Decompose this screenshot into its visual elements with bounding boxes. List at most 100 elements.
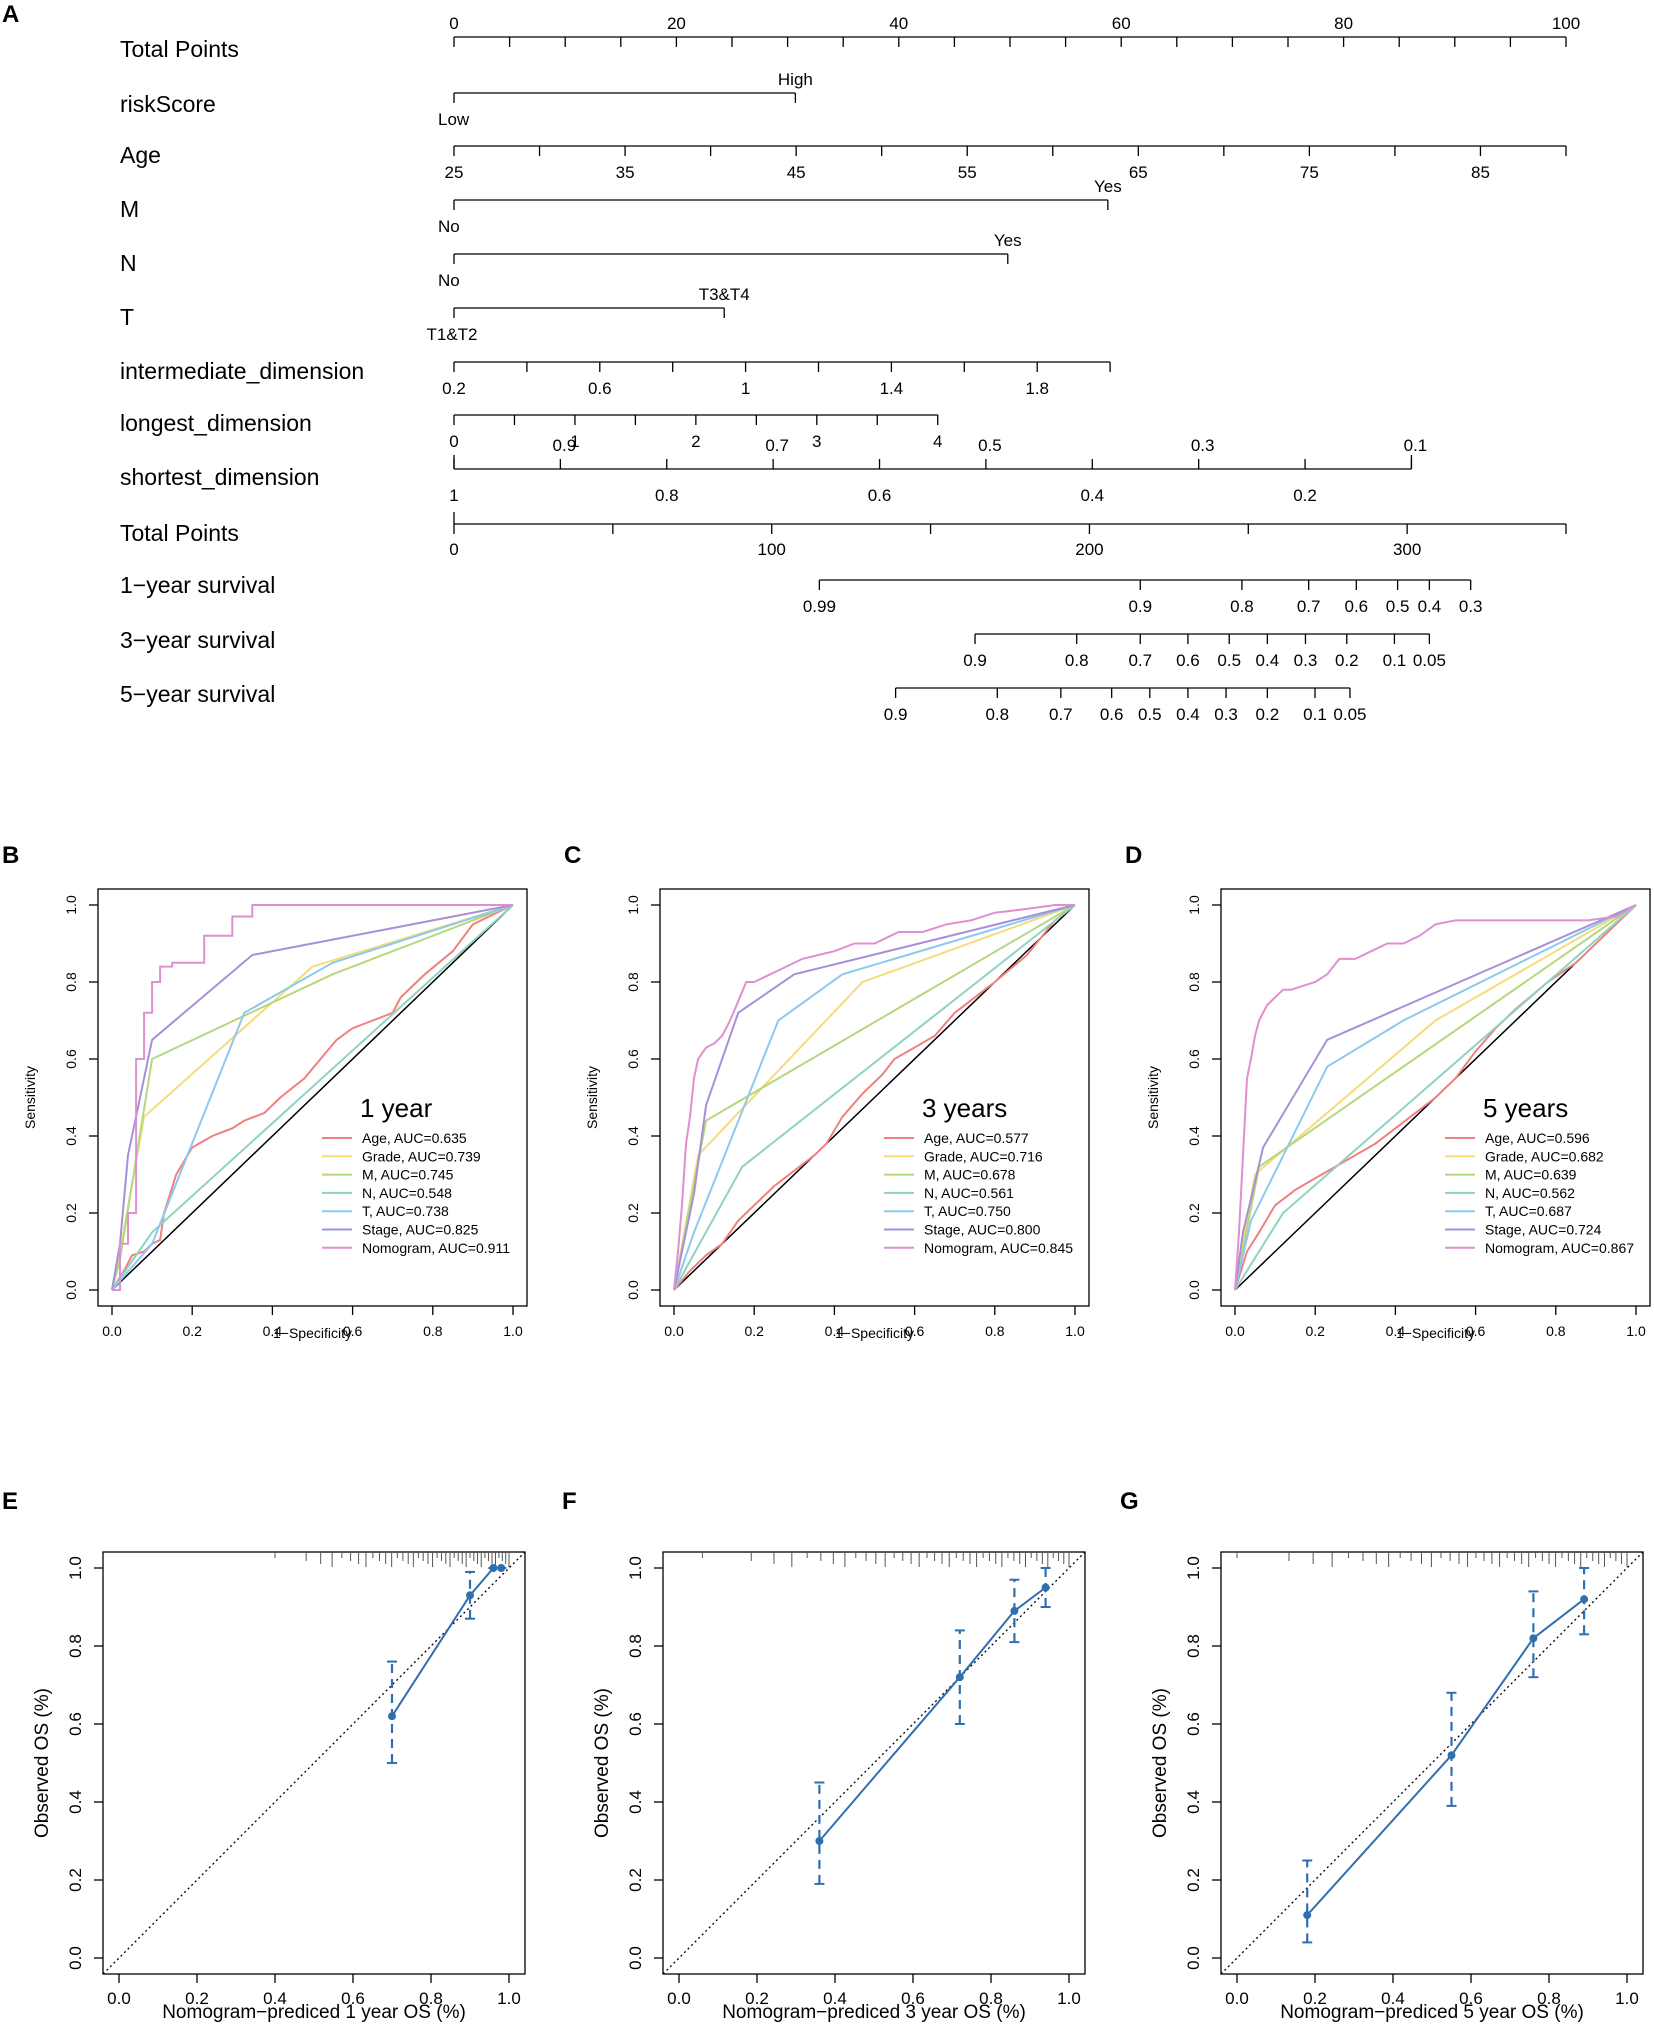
x-tick-label: 0.6	[901, 1989, 925, 2008]
tick-label: 0.1	[1404, 436, 1428, 455]
tick-label: 0.6	[1100, 705, 1124, 724]
tick-label: 20	[667, 14, 686, 33]
x-tick-label: 0.6	[1466, 1323, 1486, 1339]
calibration-point	[1010, 1606, 1019, 1615]
roc-curve	[673, 904, 1076, 1291]
tick-label: 0.6	[868, 486, 892, 505]
x-tick-label: 0.6	[343, 1323, 363, 1339]
tick-label: 0.3	[1191, 436, 1215, 455]
tick-label: 1	[741, 379, 750, 398]
x-tick-label: 0.0	[1225, 1989, 1249, 2008]
y-tick-label: 1.0	[66, 1556, 85, 1580]
legend-entry: Stage, AUC=0.724	[1485, 1222, 1602, 1238]
tick-label: 1	[449, 486, 458, 505]
tick-label: 0.4	[1080, 486, 1104, 505]
roc-curve	[673, 904, 1076, 1291]
tick-label: 0.7	[1297, 597, 1321, 616]
y-tick-label: 0.8	[626, 1634, 645, 1658]
roc-curve	[1234, 904, 1637, 1291]
roc-curve	[673, 904, 1076, 1291]
x-tick-label: 0.8	[419, 1989, 443, 2008]
tick-label: 0.9	[1128, 597, 1152, 616]
nomogram-row-label: shortest_dimension	[120, 464, 319, 490]
x-tick-label: 0.6	[1459, 1989, 1483, 2008]
y-tick-label: 0.6	[626, 1712, 645, 1736]
nomogram-row-label: 1−year survival	[120, 572, 275, 598]
legend-entry: Grade, AUC=0.716	[924, 1148, 1043, 1164]
calibration-point	[1529, 1634, 1538, 1643]
legend-entry: Age, AUC=0.635	[362, 1130, 467, 1146]
x-tick-label: 0.2	[182, 1323, 202, 1339]
tick-label: 0.1	[1383, 651, 1407, 670]
calibration-panel-e: E 0.0 0.0 0.2 0.2 0.4 0.4 0.6 0.6 0.8 0.8 1.0 1.0 Nom…	[2, 1488, 526, 2023]
legend-entry: M, AUC=0.678	[924, 1167, 1016, 1183]
legend-entry: M, AUC=0.745	[362, 1167, 454, 1183]
plot-frame	[97, 888, 528, 1307]
x-tick-label: 0.8	[985, 1323, 1005, 1339]
tick-label: 0.7	[765, 436, 789, 455]
x-tick-label: 1.0	[503, 1323, 523, 1339]
nomogram-row-label: T	[120, 304, 134, 330]
roc-panel-c: C 0.0 0.0 0.2 0.2 0.4 0.4 0.6 0.6 0.8 0.8 1.0 1.0 1−S…	[564, 842, 1090, 1341]
x-axis-label: 1−Specificity	[1396, 1325, 1475, 1341]
y-tick-label: 0.4	[66, 1790, 85, 1814]
calibration-point	[388, 1712, 396, 1721]
y-tick-label: 0.0	[625, 1280, 641, 1300]
tick-label: 0.2	[1293, 486, 1317, 505]
reference-diagonal	[111, 904, 514, 1291]
tick-label: 4	[933, 432, 942, 451]
tick-label: 35	[616, 163, 635, 182]
calibration-point	[489, 1564, 498, 1572]
calibration-point	[1041, 1583, 1050, 1592]
y-axis-label: Sensitivity	[1145, 1066, 1161, 1129]
plot-frame	[102, 1551, 526, 1975]
calibration-point	[955, 1673, 964, 1682]
panel-letter: F	[562, 1488, 577, 1515]
y-tick-label: 0.2	[625, 1203, 641, 1223]
tick-label: 0.2	[442, 379, 466, 398]
legend-entry: T, AUC=0.750	[924, 1203, 1011, 1219]
x-tick-label: 0.6	[905, 1323, 925, 1339]
y-tick-label: 0.6	[625, 1049, 641, 1069]
x-tick-label: 0.2	[1305, 1323, 1325, 1339]
panel-letter: G	[1120, 1488, 1139, 1515]
tick-label: 2	[691, 432, 700, 451]
tick-label: 1.8	[1025, 379, 1049, 398]
x-axis-label: Nomogram−prediced 5 year OS (%)	[1280, 2002, 1584, 2023]
y-tick-label: 1.0	[626, 1556, 645, 1580]
legend-entry: Stage, AUC=0.825	[362, 1222, 479, 1238]
calibration-point	[466, 1591, 474, 1600]
tick-label: 0	[449, 14, 458, 33]
level-label: No	[438, 271, 460, 290]
tick-label: 0.1	[1303, 705, 1327, 724]
tick-label: 0.05	[1333, 705, 1366, 724]
tick-label: 0.8	[1230, 597, 1254, 616]
tick-label: 0.5	[1217, 651, 1241, 670]
calibration-point	[497, 1564, 506, 1572]
y-tick-label: 1.0	[1186, 895, 1202, 915]
nomogram-row-label: Total Points	[120, 520, 239, 546]
y-tick-label: 0.6	[66, 1712, 85, 1736]
x-tick-label: 0.0	[1225, 1323, 1245, 1339]
tick-label: 65	[1129, 163, 1148, 182]
legend-entry: Nomogram, AUC=0.867	[1485, 1240, 1634, 1256]
y-axis-label: Observed OS (%)	[32, 1688, 53, 1838]
tick-label: 0.5	[978, 436, 1002, 455]
chart-title: 5 years	[1483, 1093, 1568, 1123]
x-axis-label: 1−Specificity	[273, 1325, 352, 1341]
x-tick-label: 0.8	[1537, 1989, 1561, 2008]
tick-label: 0.99	[803, 597, 836, 616]
roc-curve	[673, 904, 1075, 1291]
y-axis-label: Observed OS (%)	[1150, 1688, 1171, 1838]
roc-curve	[1234, 904, 1637, 1291]
y-tick-label: 0.6	[1184, 1712, 1203, 1736]
reference-diagonal	[1220, 1551, 1644, 1975]
tick-label: 0.3	[1459, 597, 1483, 616]
legend-entry: Age, AUC=0.596	[1485, 1130, 1590, 1146]
x-tick-label: 0.0	[102, 1323, 122, 1339]
x-tick-label: 0.0	[107, 1989, 131, 2008]
roc-curve	[112, 904, 513, 1291]
y-tick-label: 1.0	[625, 895, 641, 915]
